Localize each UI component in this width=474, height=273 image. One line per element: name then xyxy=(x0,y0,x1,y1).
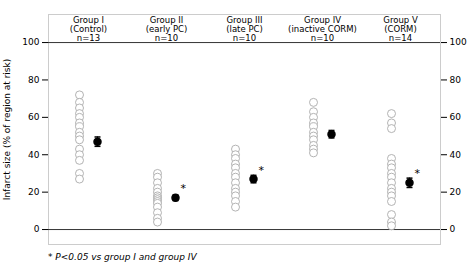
svg-text:Infarct size (% of region at r: Infarct size (% of region at risk) xyxy=(2,59,12,201)
svg-text:80: 80 xyxy=(28,75,40,85)
svg-text:0: 0 xyxy=(34,224,40,234)
svg-text:20: 20 xyxy=(28,187,40,197)
svg-text:60: 60 xyxy=(450,112,462,122)
svg-text:Group V(CORM)n=14: Group V(CORM)n=14 xyxy=(383,15,418,43)
svg-text:*: * xyxy=(181,182,187,195)
svg-text:100: 100 xyxy=(22,37,39,47)
svg-text:20: 20 xyxy=(450,187,462,197)
svg-text:40: 40 xyxy=(28,150,40,160)
svg-text:Group I(Control)n=13: Group I(Control)n=13 xyxy=(70,15,107,43)
svg-text:Group IV(inactive CORM)n=10: Group IV(inactive CORM)n=10 xyxy=(288,15,357,43)
html-text:* P<0.05 vs group I and group: * P<0.05 vs group I and group IV xyxy=(48,252,197,262)
svg-text:40: 40 xyxy=(450,150,462,160)
svg-text:0: 0 xyxy=(450,224,456,234)
svg-text:*: * xyxy=(415,167,421,180)
svg-text:60: 60 xyxy=(28,112,40,122)
svg-text:100: 100 xyxy=(450,37,467,47)
svg-text:Group III(late PC)n=10: Group III(late PC)n=10 xyxy=(226,15,263,43)
svg-text:80: 80 xyxy=(450,75,462,85)
svg-text:Group II(early PC)n=10: Group II(early PC)n=10 xyxy=(146,15,188,43)
svg-text:*: * xyxy=(259,164,265,177)
